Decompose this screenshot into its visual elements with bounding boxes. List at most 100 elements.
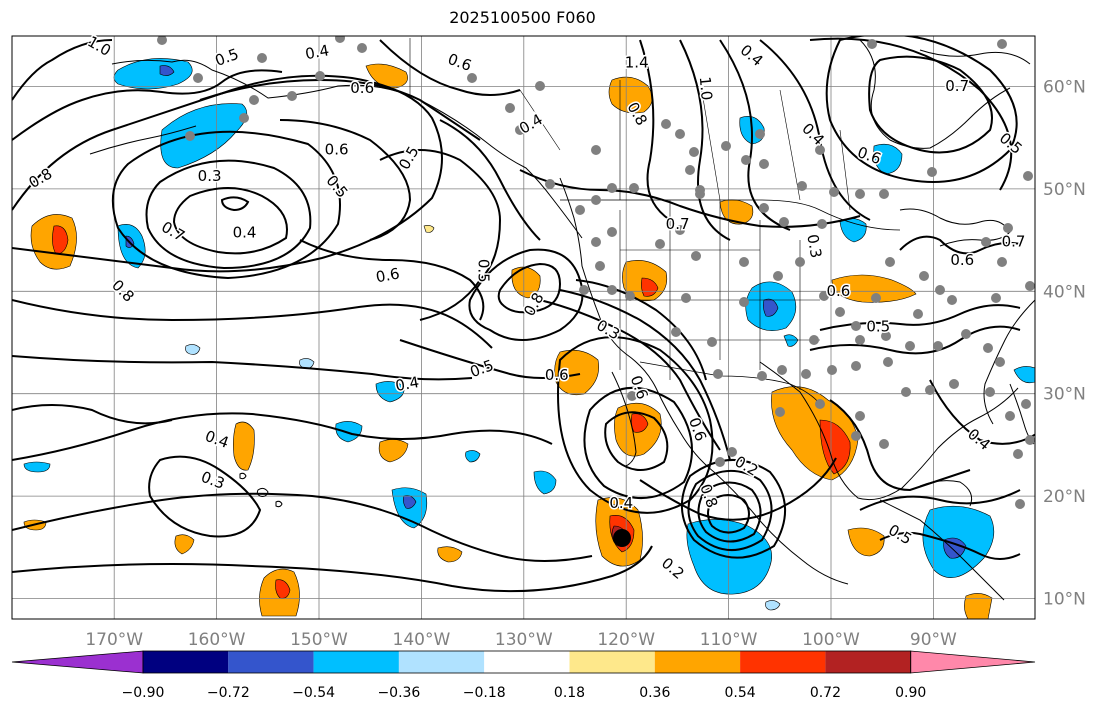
latitude-labels: 60°N 50°N 40°N 30°N 20°N 10°N	[1043, 78, 1086, 610]
east-coast	[983, 299, 1035, 425]
cool-patch-alaska-w-core	[159, 65, 175, 76]
colorbar-swatch	[654, 651, 741, 673]
warm-patch-hawaii	[233, 421, 255, 471]
warm-patch-tiny1	[437, 546, 463, 563]
canada-north	[919, 49, 1031, 65]
cool-patch-misc4	[23, 461, 51, 473]
colorbar-swatch	[143, 651, 229, 673]
aleutians	[89, 125, 197, 155]
colorbar: −0.90 −0.72 −0.54 −0.36 −0.18 0.18 0.36 …	[11, 650, 1036, 701]
colorbar-ticks: −0.90 −0.72 −0.54 −0.36 −0.18 0.18 0.36 …	[122, 685, 927, 701]
contour-pac-nw-ridge	[468, 248, 584, 341]
colorbar-swatch	[228, 651, 314, 673]
colorbar-tick: −0.90	[122, 685, 165, 701]
lon-label: 130°W	[495, 630, 553, 650]
storm-center-marker	[613, 529, 631, 547]
contour-hurricane-2	[697, 481, 762, 543]
lon-label: 150°W	[290, 630, 348, 650]
lat-label: 30°N	[1043, 385, 1086, 405]
contour-california-low-1	[604, 411, 669, 471]
colorbar-tick: 0.36	[639, 685, 670, 701]
contour-gulf	[809, 325, 1021, 355]
longitude-labels: 170°W 160°W 150°W 140°W 130°W 120°W 110°…	[85, 630, 957, 650]
lat-label: 40°N	[1043, 282, 1086, 302]
contour-pac-nw-ridge-2	[497, 262, 562, 314]
contour-low-ne-pac-3	[111, 130, 341, 280]
contour-label: 0.4	[233, 223, 257, 241]
contour-label: 0.6	[826, 282, 850, 300]
us-mexico-border	[639, 361, 821, 405]
contour-california-low-3	[557, 336, 714, 514]
lat-label: 10°N	[1043, 590, 1086, 610]
cool-patch-misc5	[1013, 366, 1035, 384]
warm-patch-ohio	[831, 274, 917, 303]
contour-sw-conus	[539, 299, 721, 451]
colorbar-extend-low	[11, 650, 144, 674]
contour-hawaii-ring	[148, 455, 262, 538]
contour-label: 0.5	[475, 259, 493, 283]
lon-label: 140°W	[393, 630, 451, 650]
contour-pac-03	[12, 492, 593, 562]
baja-peninsula	[611, 371, 637, 467]
warm-patch-tiny4	[964, 593, 993, 619]
colorbar-tick: 0.90	[895, 685, 926, 701]
contour-label: 0.3	[198, 167, 222, 185]
colorbar-tick: −0.36	[377, 685, 420, 701]
map-title: 2025100500 F060	[449, 8, 596, 27]
canada-provinces	[409, 38, 851, 211]
contour-label: 0.6	[950, 251, 974, 269]
cool-patch-alaska-w	[113, 58, 193, 90]
lon-label: 90°W	[910, 630, 957, 650]
colorbar-swatch	[825, 651, 911, 673]
contour-alaska-04	[199, 78, 481, 141]
colorbar-tick: −0.18	[463, 685, 506, 701]
contour-sw-conus-2	[559, 289, 731, 461]
colorbar-swatch	[740, 651, 826, 673]
colorbar-swatch	[313, 651, 399, 673]
lat-label: 60°N	[1043, 78, 1086, 98]
contour-lines	[12, 36, 1035, 593]
contour-caribbean	[859, 489, 1021, 511]
gulf-coast	[759, 361, 1019, 501]
contour-rockies-2	[679, 39, 731, 241]
us-border	[560, 199, 901, 231]
colorbar-tick: −0.72	[207, 685, 250, 701]
cool-patch-ontario	[873, 143, 903, 175]
warm-patch-tiny2	[174, 534, 195, 555]
colorbar-tick: 0.18	[554, 685, 585, 701]
contour-label: 0.6	[350, 79, 374, 97]
contour-north-atl	[899, 235, 1021, 255]
contour-california-low-2	[583, 386, 693, 499]
contour-sw-conus-3	[575, 279, 707, 381]
contour-label: 1.4	[625, 53, 649, 71]
contour-hurricane-1	[707, 494, 750, 534]
cool-patch-misc7	[465, 450, 481, 463]
warm-patch-alaska	[365, 63, 408, 89]
warm-patch-nevada-core	[641, 277, 659, 297]
contour-label: 0.6	[325, 141, 349, 159]
light-cool-1	[185, 344, 201, 355]
colorbar-swatch	[484, 651, 570, 673]
contour-gulf-2	[829, 399, 971, 492]
contour-central-am-05	[879, 531, 1021, 560]
station-dots	[157, 36, 1035, 509]
contour-pac-south	[12, 412, 553, 461]
contour-label: 0.4	[609, 494, 633, 512]
warm-patch-west-core	[52, 225, 69, 255]
warm-patch-gulf-core	[819, 419, 851, 475]
contour-pac-04	[12, 355, 473, 381]
contour-rockies-4	[759, 39, 871, 221]
lat-label: 50°N	[1043, 180, 1086, 200]
contour-gulf-ak-05	[279, 119, 412, 241]
alaska-coast	[111, 59, 583, 239]
contour-central-pac-06	[299, 239, 485, 321]
contour-west-pac-south	[12, 404, 173, 425]
contour-low-ne-pac-1	[172, 187, 288, 255]
contour-bering-1	[12, 39, 113, 101]
colorbar-tick: 0.54	[725, 685, 756, 701]
colorbar-swatch	[398, 651, 485, 673]
contour-west-conus	[519, 169, 861, 228]
lon-label: 100°W	[802, 630, 860, 650]
warm-patch-central-pac-core	[275, 579, 291, 599]
warm-patch-mexico	[847, 527, 885, 557]
